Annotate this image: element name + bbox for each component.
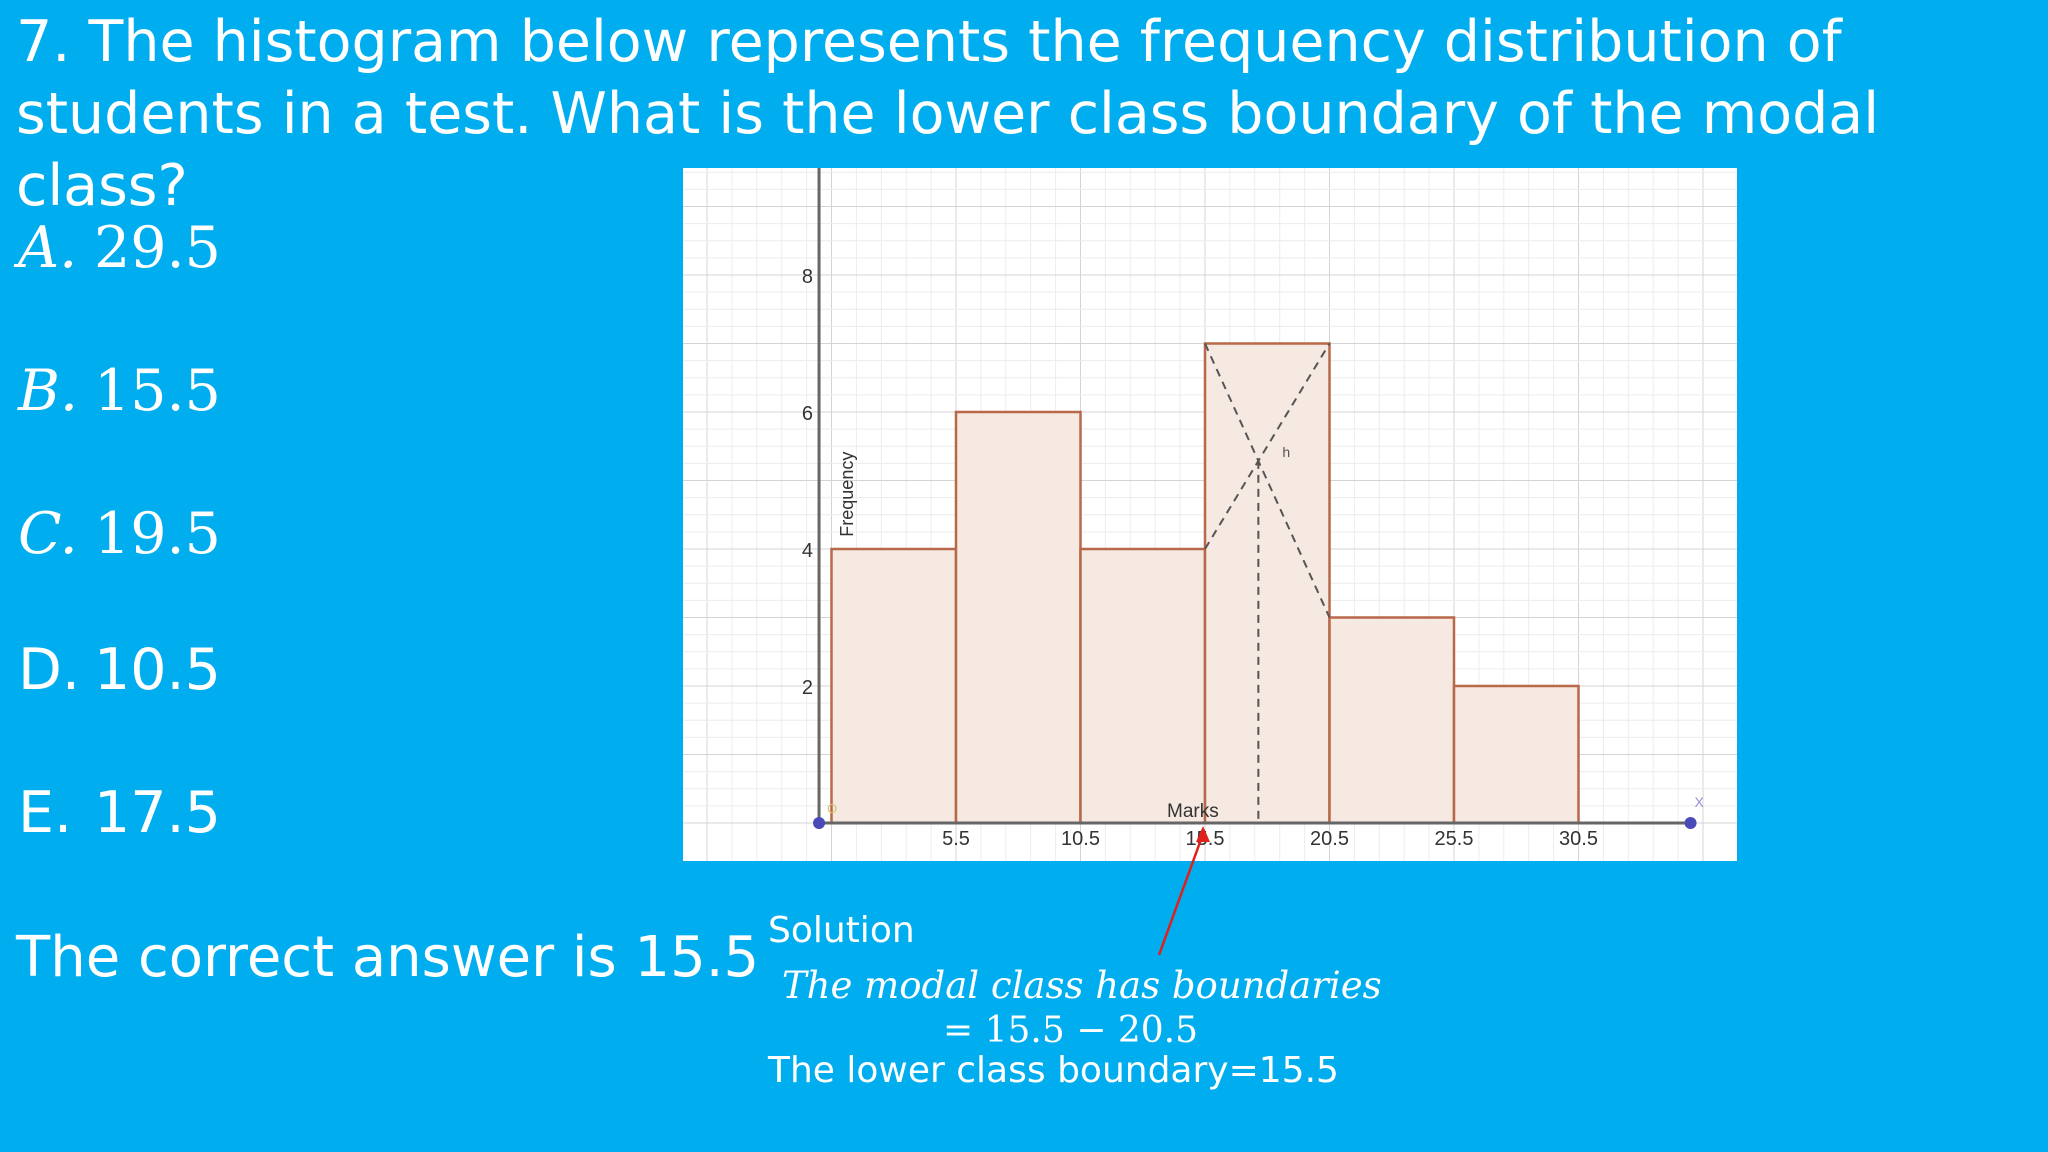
- option-e-value: 17.5: [94, 780, 221, 846]
- pointer-line: [1157, 833, 1205, 956]
- option-d-letter: D.: [18, 637, 81, 703]
- y-tick-label: 4: [802, 540, 813, 562]
- x-tick-label: 20.5: [1310, 828, 1349, 850]
- y-tick-label: 8: [802, 266, 813, 288]
- option-d[interactable]: D. 10.5: [18, 637, 221, 703]
- correct-answer-text: The correct answer is 15.5: [16, 925, 760, 990]
- origin-label: O: [827, 801, 837, 816]
- x-tick-label: 10.5: [1061, 828, 1100, 850]
- option-b[interactable]: B. 15.5: [18, 358, 221, 424]
- x-tick-label: 25.5: [1435, 828, 1474, 850]
- option-a-value: 29.5: [94, 215, 221, 281]
- histogram-chart: hXYO5.510.515.520.525.530.52468MarksFreq…: [683, 168, 1737, 861]
- question-text: 7. The histogram below represents the fr…: [16, 6, 2016, 222]
- solution-line-3: The lower class boundary=15.5: [768, 1050, 1339, 1091]
- solution-line-2: = 15.5 − 20.5: [943, 1010, 1198, 1051]
- option-a[interactable]: A. 29.5: [18, 215, 221, 281]
- option-a-letter: A.: [18, 215, 78, 281]
- option-b-letter: B.: [18, 358, 79, 424]
- x-axis-title: Marks: [1167, 801, 1219, 822]
- solution-block: Solution The modal class has boundaries …: [768, 910, 1468, 1091]
- option-c-letter: C.: [18, 501, 78, 567]
- x-tick-label: 5.5: [942, 828, 970, 850]
- origin-point: [813, 817, 826, 829]
- histogram-bar: [1452, 684, 1580, 825]
- mode-construction-line: [1204, 342, 1331, 550]
- option-e-letter: E.: [18, 780, 73, 846]
- option-c[interactable]: C. 19.5: [18, 501, 221, 567]
- histogram-bar: [954, 410, 1082, 825]
- y-axis-title: Frequency: [837, 452, 857, 537]
- option-c-value: 19.5: [94, 501, 221, 567]
- x-axis-letter: X: [1695, 794, 1705, 810]
- pointer-arrowhead: [1196, 826, 1210, 842]
- x-tick-label: 30.5: [1559, 828, 1598, 850]
- question-line-1: 7. The histogram below represents the fr…: [16, 9, 1842, 75]
- histogram-svg: hXYO5.510.515.520.525.530.52468MarksFreq…: [683, 168, 1737, 861]
- histogram-bar: [1328, 616, 1456, 825]
- option-b-value: 15.5: [94, 358, 221, 424]
- question-line-2: students in a test. What is the lower cl…: [16, 81, 1880, 219]
- x-axis-end-point: [1684, 817, 1697, 829]
- solution-line-1: The modal class has boundaries: [782, 964, 1382, 1007]
- option-e[interactable]: E. 17.5: [18, 780, 221, 846]
- y-tick-label: 6: [802, 403, 813, 425]
- y-tick-label: 2: [802, 677, 813, 699]
- option-d-value: 10.5: [94, 637, 221, 703]
- estimate-label: h: [1282, 444, 1290, 460]
- solution-title: Solution: [768, 910, 915, 951]
